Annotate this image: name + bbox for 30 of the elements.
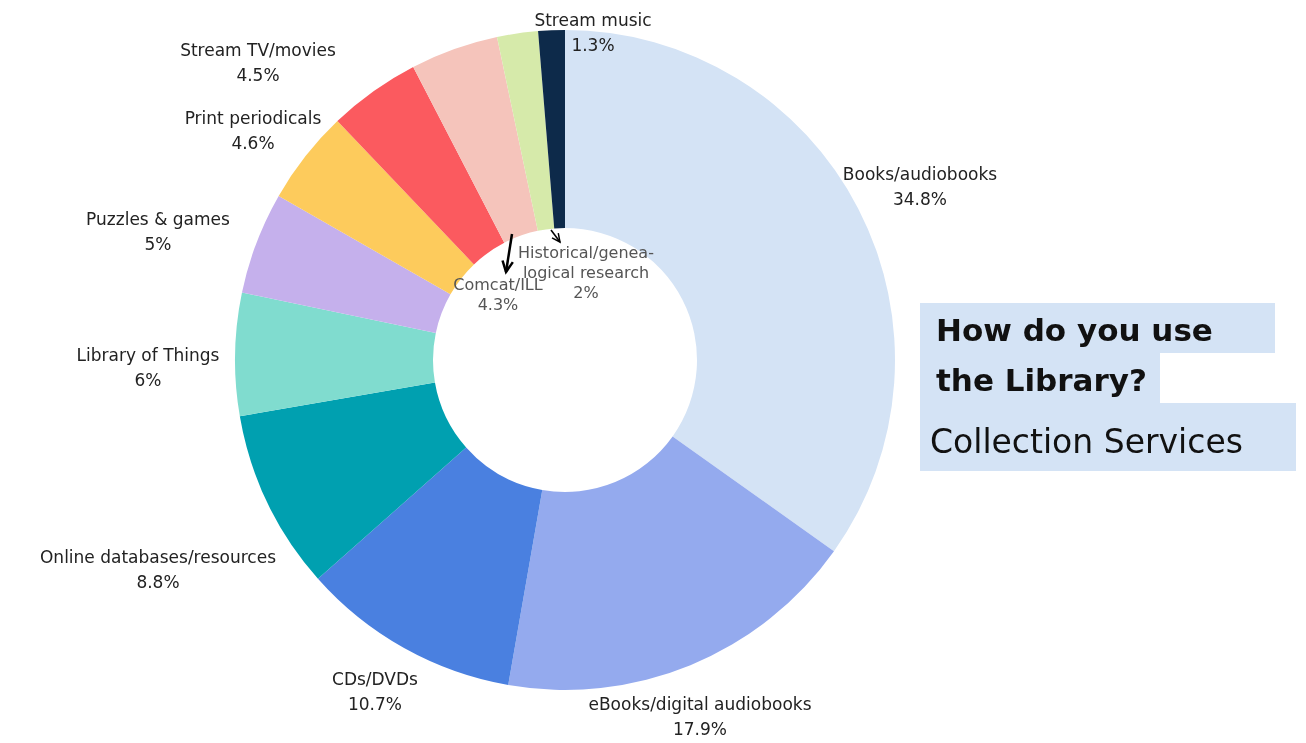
donut-slice [235, 292, 436, 417]
slice-label: Online databases/resources [39, 547, 277, 567]
slice-label: Books/audiobooks [842, 164, 998, 184]
slice-label: eBooks/digital audiobooks [588, 694, 812, 714]
slice-label: Puzzles & games [86, 209, 231, 229]
data-label: 4.5% [236, 65, 280, 85]
data-label: 17.9% [672, 719, 728, 739]
slice-label: Print periodicals [184, 108, 322, 128]
donut-slice [497, 31, 555, 231]
donut-slice [508, 436, 834, 690]
slice-label: Library of Things [76, 345, 220, 365]
donut-slice [413, 37, 538, 243]
text: How do you use the Library? [936, 312, 1213, 398]
data-label: 5% [144, 234, 172, 254]
donut-slice [241, 195, 451, 333]
data-label: 6% [134, 370, 162, 390]
data-label: 1.3% [571, 35, 615, 55]
text: Collection Services [930, 422, 1243, 461]
slice-label: CDs/DVDs [332, 669, 419, 689]
donut-slice [317, 447, 543, 686]
donut-slice [538, 30, 565, 229]
slice-label: Stream music [534, 10, 652, 30]
data-label: 34.8% [892, 189, 948, 209]
data-label: 8.8% [136, 572, 180, 592]
donut-slice [337, 66, 505, 265]
data-label: 2% [573, 283, 599, 302]
data-label: 10.7% [347, 694, 403, 714]
data-label: 4.6% [231, 133, 275, 153]
slice-label: Stream TV/movies [180, 40, 336, 60]
data-label: 4.3% [477, 295, 519, 314]
